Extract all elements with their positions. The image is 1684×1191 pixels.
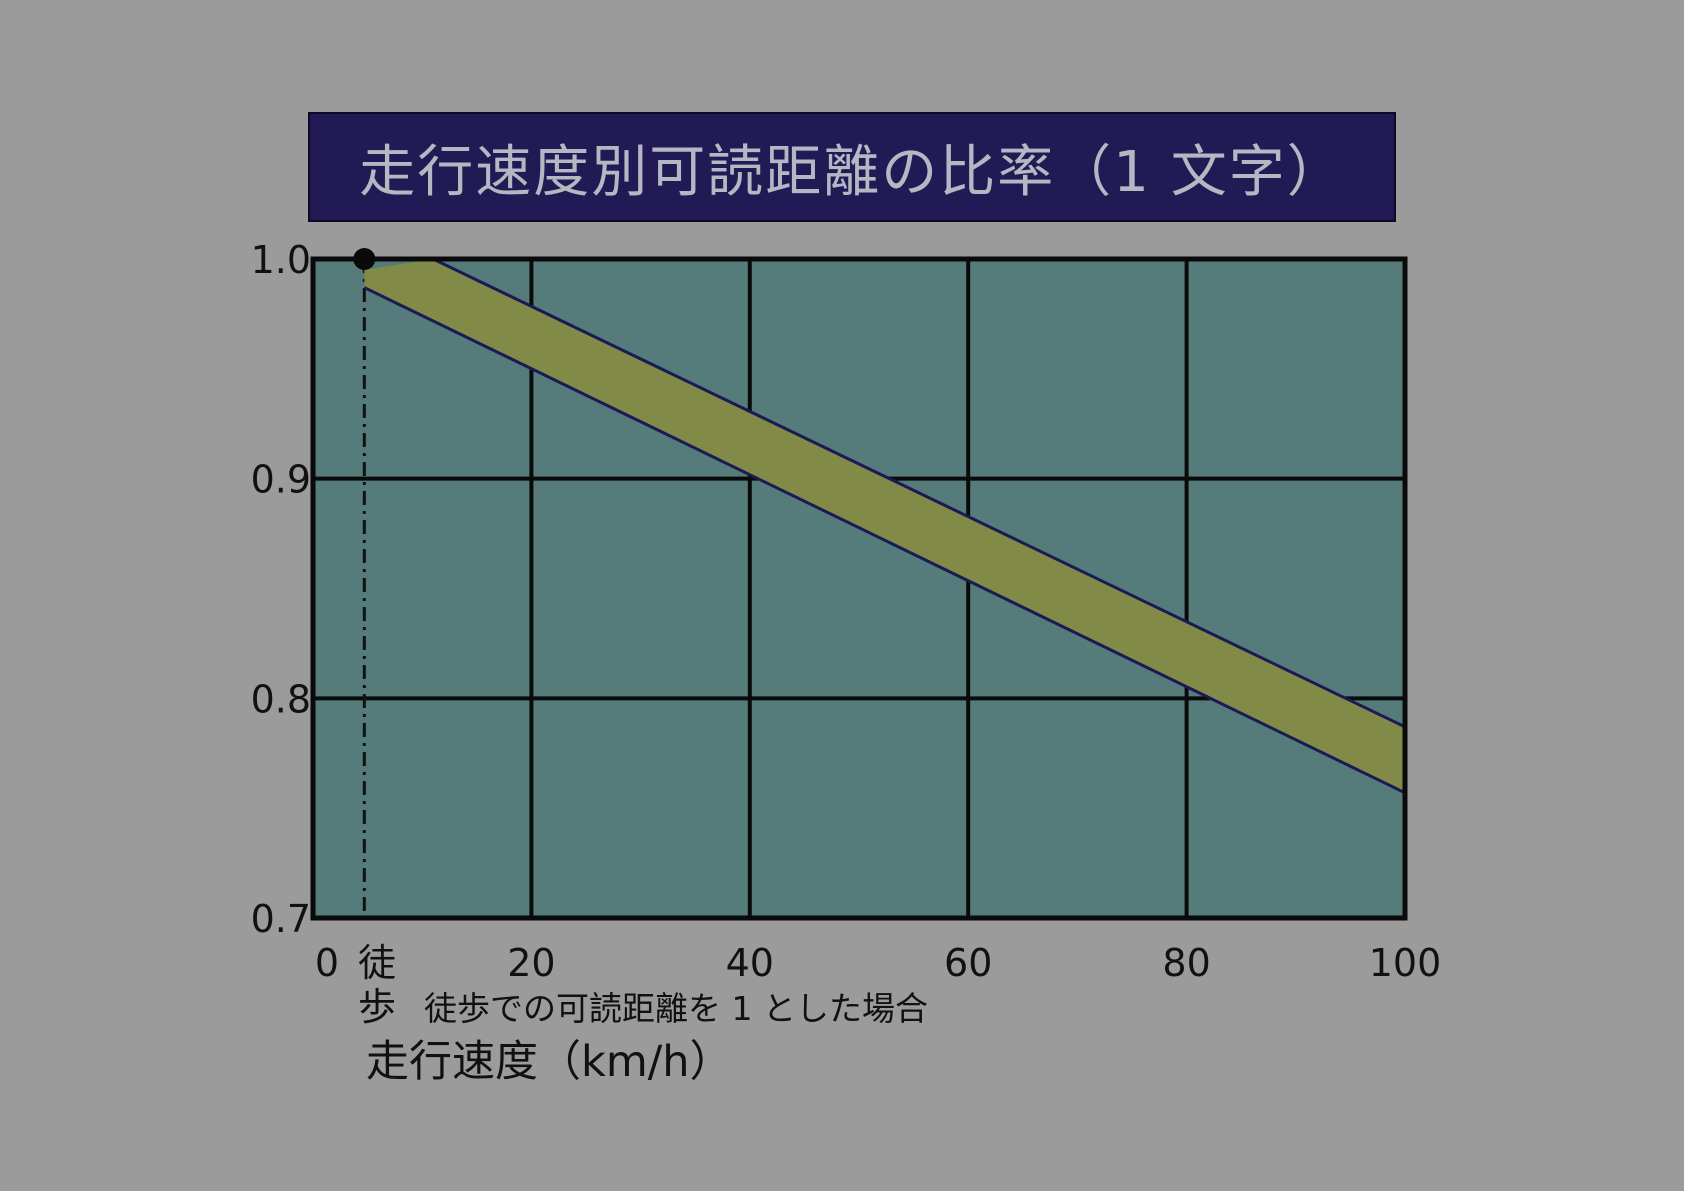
x-tick-labels: 0 20 40 60 80 100 [315,941,1441,985]
y-tick-label-0.7: 0.7 [251,897,311,941]
y-tick-labels: 1.0 0.9 0.8 0.7 [251,238,311,941]
x-tick-label-40: 40 [726,941,774,985]
band-upper-edge [432,257,1406,729]
x-tick-label-100: 100 [1369,941,1442,985]
y-tick-label-0.8: 0.8 [251,677,311,721]
chart-title: 走行速度別可読距離の比率（1 文字） [359,139,1345,205]
plot-frame [310,256,1408,921]
x-tick-label-0: 0 [315,941,339,985]
x-tick-label-80: 80 [1162,941,1210,985]
y-tick-label-1.0: 1.0 [251,238,311,282]
readable-distance-ratio-band [364,259,1406,793]
plot-background [313,259,1405,918]
walking-label-line1: 徒 [358,941,396,985]
y-tick-label-0.9: 0.9 [251,458,311,502]
x-axis-label: 走行速度（km/h） [366,1037,733,1087]
band-lower-edge [363,286,1406,795]
x-tick-label-60: 60 [944,941,992,985]
walking-label-line2: 歩 [358,985,396,1029]
x-tick-label-20: 20 [507,941,555,985]
chart-title-banner: 走行速度別可読距離の比率（1 文字） [308,112,1396,222]
chart-note: 徒歩での可読距離を 1 とした場合 [424,989,928,1028]
